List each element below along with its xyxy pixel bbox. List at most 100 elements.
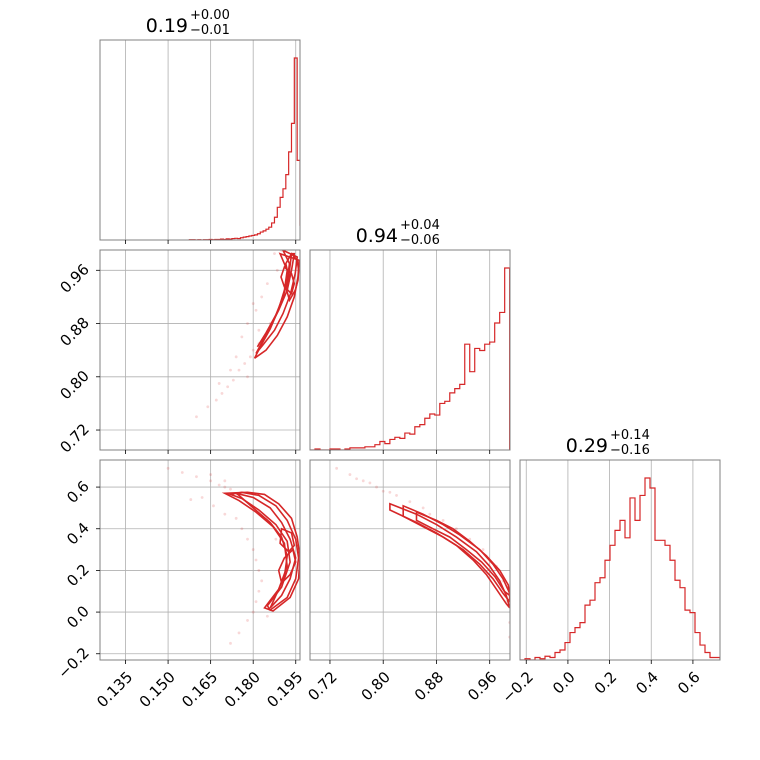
sample-point: [195, 415, 198, 419]
pair-panel-0-1: [96, 249, 301, 454]
sample-point: [251, 610, 255, 614]
sample-point: [226, 385, 230, 389]
contour-1: [227, 491, 300, 612]
sample-point: [265, 614, 269, 618]
sample-point: [206, 405, 210, 409]
param-title-0: 0.19 +0.00−0.01: [146, 8, 230, 38]
y-tick-label: −0.2: [54, 644, 92, 682]
contour-2: [415, 510, 510, 597]
sample-point: [180, 471, 184, 474]
hist-panel-0: [99, 39, 301, 244]
histogram-0: [188, 57, 300, 240]
sample-point: [408, 500, 412, 504]
sample-point: [388, 490, 392, 494]
sample-point: [395, 494, 398, 497]
contour-2: [253, 252, 300, 359]
hist-panel-1: [309, 249, 511, 454]
sample-point: [246, 322, 249, 325]
x-tick-label: 0.150: [136, 668, 179, 711]
x-tick-label: 0.80: [358, 668, 394, 704]
x-tick-label: 0.4: [632, 668, 662, 698]
y-tick-label: 0.96: [56, 260, 92, 296]
x-tick-label: 0.180: [221, 668, 264, 711]
param-median: 0.19: [146, 15, 188, 37]
histogram-2: [520, 477, 720, 660]
y-tick-label: 0.6: [63, 477, 93, 507]
sample-point: [481, 548, 485, 551]
sample-point: [246, 619, 249, 622]
sample-point: [428, 512, 432, 516]
sample-point: [455, 527, 458, 531]
sample-point: [229, 368, 232, 372]
y-tick-label: 0.4: [63, 519, 93, 549]
sample-point: [246, 537, 249, 541]
sample-point: [441, 519, 445, 522]
sample-point: [254, 308, 258, 312]
panel-frame: [519, 459, 721, 661]
sample-point: [223, 479, 227, 483]
contour-2: [221, 491, 300, 612]
sample-point: [257, 569, 261, 572]
sample-point: [381, 489, 385, 493]
sample-point: [257, 589, 261, 593]
sample-point: [251, 302, 255, 305]
y-tick-label: 0.72: [56, 420, 92, 456]
contour-3: [277, 548, 297, 585]
sample-point: [237, 631, 241, 635]
x-tick-label: 0.0: [549, 668, 579, 698]
sample-point: [200, 496, 204, 499]
sample-point: [234, 355, 238, 359]
sample-point: [421, 506, 425, 510]
sample-point: [260, 579, 264, 583]
sample-point: [240, 527, 244, 531]
sample-point: [237, 368, 241, 372]
x-tick-label: 0.88: [411, 668, 447, 704]
sample-point: [375, 485, 378, 489]
contour-4: [284, 252, 300, 303]
sample-point: [166, 466, 170, 470]
x-tick-label: −0.2: [499, 668, 537, 706]
y-tick-label: 0.88: [56, 314, 92, 350]
param-lower-error: −0.06: [400, 233, 440, 248]
hist-panel-2: [519, 459, 721, 664]
contour-3: [280, 265, 296, 296]
x-tick-label: 0.96: [464, 668, 500, 704]
sample-point: [260, 295, 264, 299]
sample-point: [243, 362, 247, 365]
sample-point: [240, 335, 244, 339]
param-title-1: 0.94 +0.04−0.06: [356, 218, 440, 248]
param-lower-error: −0.16: [610, 443, 650, 458]
panel-frame: [99, 249, 301, 451]
sample-point: [223, 512, 227, 516]
sample-point: [254, 600, 258, 604]
sample-point: [361, 479, 365, 483]
sample-point: [209, 479, 213, 483]
sample-point: [257, 328, 261, 332]
contour-1: [402, 504, 510, 604]
sample-point: [274, 537, 278, 541]
sample-point: [251, 548, 255, 551]
param-upper-error: +0.14: [610, 428, 650, 443]
grid: [125, 40, 297, 240]
y-tick-label: 0.2: [63, 561, 93, 591]
sample-point: [229, 641, 232, 645]
sample-point: [217, 483, 221, 487]
grid: [525, 460, 694, 660]
sample-point: [229, 487, 232, 491]
sample-point: [265, 282, 269, 286]
panel-frame: [309, 249, 511, 451]
sample-point: [223, 485, 227, 489]
grid: [100, 460, 300, 660]
panel-frame: [99, 39, 301, 241]
param-lower-error: −0.01: [190, 23, 230, 38]
histogram-1: [310, 267, 510, 450]
x-tick-label: 0.72: [304, 668, 340, 704]
sample-point: [275, 268, 279, 272]
param-upper-error: +0.00: [190, 8, 230, 23]
y-tick-label: 0.80: [56, 367, 92, 403]
pair-panel-0-2: [96, 459, 301, 664]
sample-point: [231, 378, 235, 382]
param-median: 0.29: [566, 435, 608, 457]
param-title-2: 0.29 +0.14−0.16: [566, 428, 650, 458]
